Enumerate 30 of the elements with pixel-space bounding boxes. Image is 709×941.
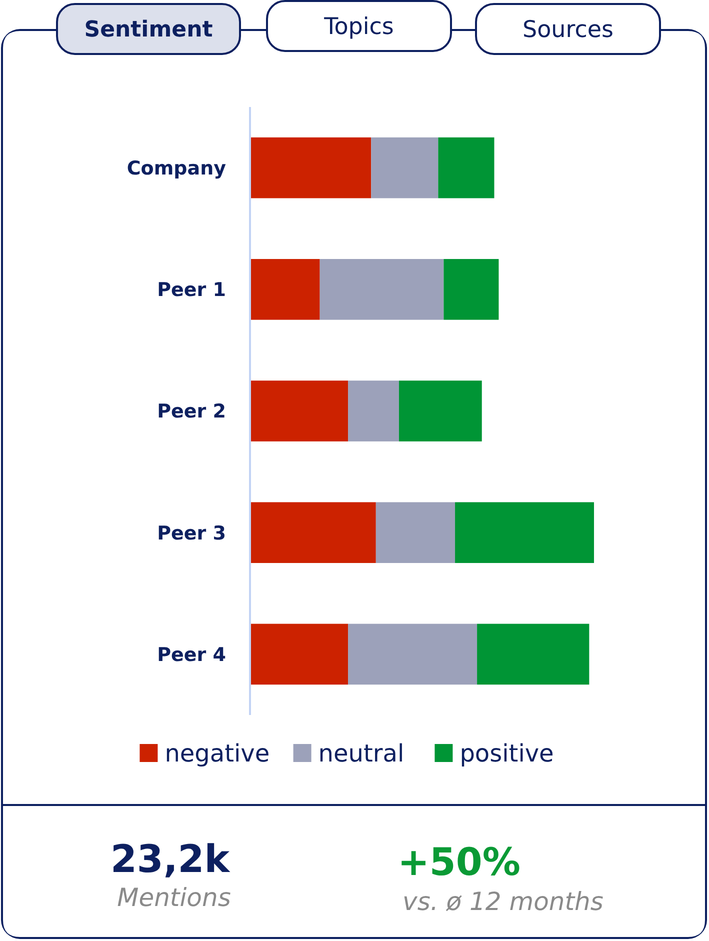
bar xyxy=(320,259,444,320)
tab[interactable]: Sentiment xyxy=(56,3,241,55)
text: Mentions xyxy=(117,883,231,912)
tab[interactable]: Topics xyxy=(266,0,452,52)
y-tick-label: Peer 1 xyxy=(157,279,226,302)
y-tick-label: Peer 4 xyxy=(157,644,226,666)
bar xyxy=(250,137,372,198)
y-tick-label: Peer 3 xyxy=(157,522,226,544)
legend-label: negative xyxy=(164,739,270,768)
bar xyxy=(250,502,376,563)
bar xyxy=(348,624,478,685)
y-tick-label: Company xyxy=(126,157,227,180)
bar xyxy=(398,380,482,442)
bar xyxy=(444,259,499,320)
bar xyxy=(371,137,438,198)
tab[interactable]: Sources xyxy=(475,3,661,55)
text: 23,2k xyxy=(110,837,230,881)
bar xyxy=(250,380,348,442)
legend-label: positive xyxy=(460,739,554,768)
y-tick-label: Peer 2 xyxy=(157,400,226,423)
bar xyxy=(438,137,494,198)
bar xyxy=(455,502,594,563)
bar xyxy=(477,624,590,685)
text: +50% xyxy=(398,840,520,884)
bar xyxy=(250,259,320,320)
bar xyxy=(348,380,399,442)
text: vs. ø 12 months xyxy=(402,887,604,916)
bar xyxy=(250,624,348,685)
legend-label: neutral xyxy=(318,739,404,768)
bar xyxy=(376,502,456,563)
